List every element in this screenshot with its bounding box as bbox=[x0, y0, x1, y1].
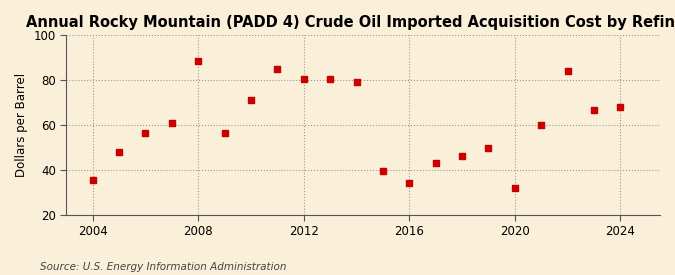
Point bbox=[615, 105, 626, 109]
Point bbox=[377, 169, 388, 173]
Point bbox=[166, 120, 177, 125]
Point bbox=[219, 131, 230, 135]
Title: Annual Rocky Mountain (PADD 4) Crude Oil Imported Acquisition Cost by Refiners: Annual Rocky Mountain (PADD 4) Crude Oil… bbox=[26, 15, 675, 30]
Y-axis label: Dollars per Barrel: Dollars per Barrel bbox=[15, 73, 28, 177]
Point bbox=[113, 150, 124, 154]
Point bbox=[246, 98, 256, 103]
Point bbox=[562, 69, 573, 73]
Point bbox=[298, 77, 309, 81]
Point bbox=[193, 59, 204, 63]
Point bbox=[483, 146, 494, 151]
Point bbox=[351, 80, 362, 85]
Point bbox=[87, 178, 98, 182]
Point bbox=[536, 123, 547, 127]
Point bbox=[430, 161, 441, 165]
Point bbox=[457, 154, 468, 158]
Text: Source: U.S. Energy Information Administration: Source: U.S. Energy Information Administ… bbox=[40, 262, 287, 272]
Point bbox=[404, 181, 414, 185]
Point bbox=[272, 67, 283, 71]
Point bbox=[589, 108, 599, 112]
Point bbox=[510, 186, 520, 190]
Point bbox=[140, 131, 151, 135]
Point bbox=[325, 77, 335, 81]
